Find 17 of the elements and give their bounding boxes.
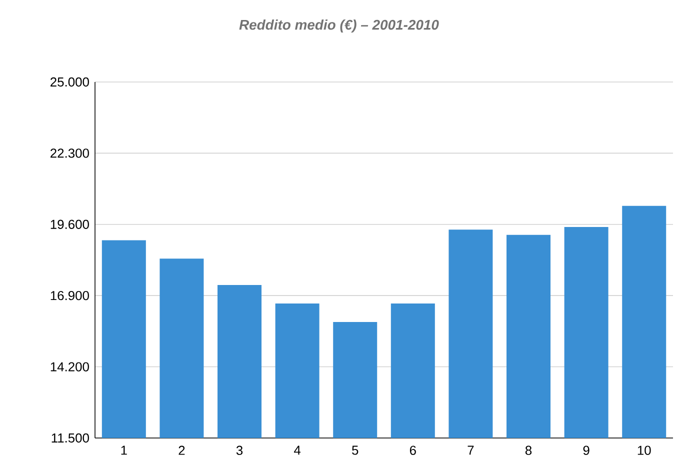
x-tick-label: 8 — [525, 446, 532, 455]
chart-title: Reddito medio (€) – 2001-2010 — [239, 19, 439, 32]
x-tick-label: 4 — [294, 446, 301, 455]
x-tick-label: 2 — [178, 446, 185, 455]
x-tick-label: 7 — [468, 446, 474, 455]
y-tick-label: 19.600 — [50, 220, 89, 229]
y-tick-label: 14.200 — [50, 362, 89, 372]
y-tick-label: 25.000 — [50, 77, 89, 87]
x-tick-label: 10 — [638, 446, 651, 455]
y-tick-label: 11.500 — [52, 433, 89, 443]
y-tick-label: 22.300 — [50, 148, 89, 158]
x-tick-label: 3 — [236, 446, 243, 455]
x-tick-label: 9 — [583, 446, 590, 455]
y-tick-label: 16.900 — [50, 290, 89, 300]
x-tick-label: 6 — [410, 446, 416, 455]
x-tick-label: 1 — [121, 446, 127, 455]
x-tick-label: 5 — [352, 446, 358, 455]
